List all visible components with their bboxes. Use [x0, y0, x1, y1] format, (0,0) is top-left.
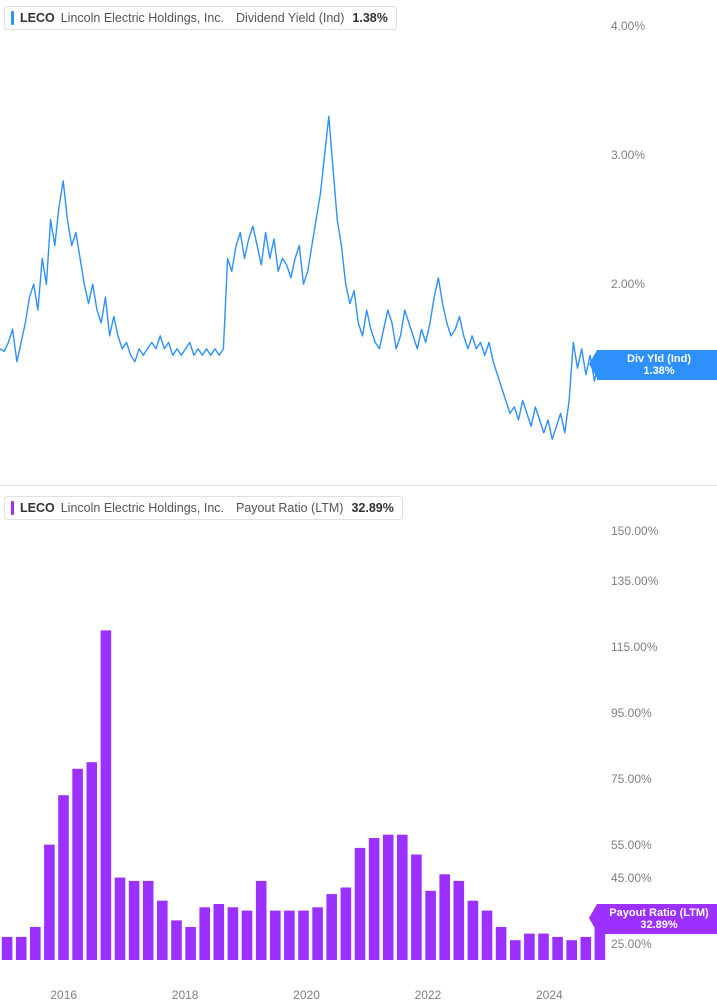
dividend-yield-chart[interactable]	[0, 0, 607, 478]
payout-ratio-bar	[256, 881, 267, 960]
payout-ratio-bar	[44, 845, 55, 960]
payout-ratio-bar	[566, 940, 577, 960]
payout-ratio-bar	[242, 911, 253, 960]
y-axis-tick-label: 135.00%	[611, 574, 713, 588]
y-axis-tick-label: 3.00%	[611, 148, 713, 162]
payout-ratio-bar	[228, 907, 239, 960]
y-axis-tick-label: 150.00%	[611, 524, 713, 538]
x-axis-tick-label: 2016	[50, 988, 77, 1002]
current-value-badge-dividend-yield: Div Yld (Ind) 1.38%	[597, 350, 717, 380]
payout-ratio-bar	[581, 937, 592, 960]
payout-ratio-bar	[143, 881, 154, 960]
dividend-yield-panel: LECO Lincoln Electric Holdings, Inc. Div…	[0, 0, 717, 485]
y-axis-tick-label: 75.00%	[611, 772, 713, 786]
ticker-symbol: LECO	[20, 500, 55, 516]
payout-ratio-bar	[87, 762, 98, 960]
company-name: Lincoln Electric Holdings, Inc.	[61, 500, 224, 516]
badge-title: Payout Ratio (LTM)	[607, 907, 711, 919]
payout-ratio-bar	[129, 881, 140, 960]
payout-ratio-bar	[58, 795, 69, 960]
ticker-symbol: LECO	[20, 10, 55, 26]
payout-ratio-bar	[2, 937, 13, 960]
payout-ratio-bar	[355, 848, 366, 960]
payout-ratio-bar	[270, 911, 281, 960]
badge-value: 32.89%	[607, 919, 711, 931]
payout-ratio-bar	[411, 855, 422, 961]
payout-ratio-bar	[171, 920, 182, 960]
x-axis-tick-label: 2024	[536, 988, 563, 1002]
payout-ratio-bar	[312, 907, 323, 960]
y-axis-tick-label: 55.00%	[611, 838, 713, 852]
payout-ratio-bar	[425, 891, 436, 960]
payout-ratio-chart[interactable]	[0, 515, 607, 960]
metric-value: 1.38%	[352, 10, 387, 26]
metric-value: 32.89%	[351, 500, 393, 516]
payout-ratio-bar	[284, 911, 295, 960]
payout-ratio-bar	[439, 874, 450, 960]
x-axis-tick-label: 2020	[293, 988, 320, 1002]
metric-name: Dividend Yield (Ind)	[236, 10, 344, 26]
x-axis-tick-label: 2022	[415, 988, 442, 1002]
series-color-swatch	[11, 501, 14, 515]
payout-ratio-bar	[214, 904, 225, 960]
metric-name: Payout Ratio (LTM)	[236, 500, 343, 516]
payout-ratio-bar	[482, 911, 493, 960]
x-axis-tick-label: 2018	[172, 988, 199, 1002]
payout-ratio-panel: LECO Lincoln Electric Holdings, Inc. Pay…	[0, 490, 717, 980]
panel-header-dividend-yield: LECO Lincoln Electric Holdings, Inc. Div…	[4, 6, 397, 30]
payout-ratio-bar	[199, 907, 210, 960]
payout-ratio-bar	[341, 888, 352, 961]
payout-ratio-bar	[157, 901, 168, 960]
current-value-badge-payout-ratio: Payout Ratio (LTM) 32.89%	[597, 904, 717, 934]
y-axis-tick-label: 2.00%	[611, 277, 713, 291]
badge-value: 1.38%	[607, 365, 711, 377]
payout-ratio-bar	[16, 937, 27, 960]
payout-ratio-bar	[383, 835, 394, 960]
company-name: Lincoln Electric Holdings, Inc.	[61, 10, 224, 26]
payout-ratio-bar	[397, 835, 408, 960]
series-color-swatch	[11, 11, 14, 25]
payout-ratio-bar	[510, 940, 521, 960]
y-axis-tick-label: 45.00%	[611, 871, 713, 885]
panel-header-payout-ratio: LECO Lincoln Electric Holdings, Inc. Pay…	[4, 496, 403, 520]
payout-ratio-bar	[468, 901, 479, 960]
y-axis-tick-label: 115.00%	[611, 640, 713, 654]
y-axis-tick-label: 25.00%	[611, 937, 713, 951]
payout-ratio-bar	[101, 630, 112, 960]
panel-separator	[0, 485, 717, 486]
dividend-yield-line	[0, 116, 607, 439]
payout-ratio-bar	[72, 769, 83, 960]
payout-ratio-bar	[30, 927, 41, 960]
y-axis-tick-label: 4.00%	[611, 19, 713, 33]
payout-ratio-bar	[369, 838, 380, 960]
payout-ratio-bar	[326, 894, 337, 960]
payout-ratio-bar	[115, 878, 126, 960]
y-axis-tick-label: 95.00%	[611, 706, 713, 720]
payout-ratio-bar	[496, 927, 507, 960]
badge-title: Div Yld (Ind)	[607, 353, 711, 365]
payout-ratio-bar	[454, 881, 465, 960]
payout-ratio-bar	[524, 934, 535, 960]
payout-ratio-bar	[185, 927, 196, 960]
payout-ratio-bar	[298, 911, 309, 960]
payout-ratio-bar	[538, 934, 549, 960]
payout-ratio-bar	[552, 937, 563, 960]
